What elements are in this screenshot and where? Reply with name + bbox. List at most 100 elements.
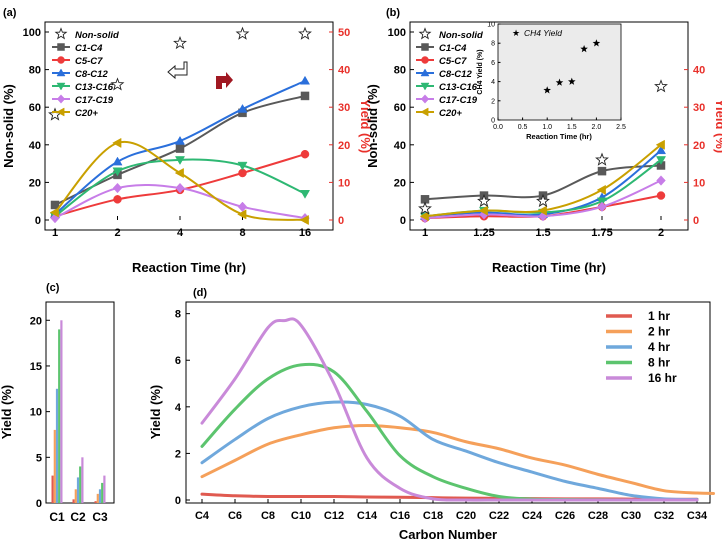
non-solid-star — [595, 152, 609, 166]
data-point-C17-C19 — [597, 201, 607, 213]
legend-star-icon — [54, 27, 68, 40]
panel-a-xlabel: Reaction Time (hr) — [132, 260, 246, 275]
y-tick-label: 0 — [36, 498, 42, 510]
bar-C2-8 hr — [79, 466, 82, 503]
legend-label: 4 hr — [648, 340, 670, 354]
legend-marker — [421, 43, 429, 51]
legend-marker — [420, 94, 430, 104]
legend-marker — [56, 68, 66, 77]
panel-a-label: (a) — [3, 7, 17, 19]
panel-a-ylabel-left: Non-solid (%) — [1, 84, 16, 168]
x-tick-label: C24 — [522, 510, 543, 522]
non-solid-star — [48, 107, 62, 121]
panel-a-ylabel-right: Yield (%) — [358, 99, 373, 153]
x-tick-label: C18 — [423, 510, 443, 522]
x-tick-label: C32 — [654, 510, 674, 522]
x-tick-label: C22 — [489, 510, 509, 522]
right-tick-label: 20 — [693, 140, 705, 152]
inset-x-tick-label: 2.0 — [592, 124, 602, 131]
panel-b-xlabel: Reaction Time (hr) — [492, 260, 606, 275]
data-point-C8-C12 — [655, 145, 667, 155]
data-point-C1-C4 — [175, 144, 185, 153]
y-tick-label: 15 — [30, 361, 42, 373]
legend-marker — [420, 68, 430, 77]
right-tick-label: 40 — [693, 65, 705, 77]
panel-a-series — [49, 75, 311, 226]
data-point-C8-C12 — [174, 135, 186, 145]
data-point-C20+ — [112, 137, 122, 148]
inset-data-point — [592, 39, 601, 47]
inset-y-ticks: 0 2 4 6 8 10 — [487, 22, 501, 125]
panel-b-right-ticks: 0 10 20 30 40 — [684, 65, 705, 227]
legend-star-icon — [418, 27, 432, 40]
inset-x-tick-label: 0.5 — [518, 124, 528, 131]
data-point-C13-C16 — [299, 190, 311, 199]
right-arrow-icon — [216, 72, 233, 89]
right-tick-label: 10 — [693, 177, 705, 189]
inset-legend-marker-icon: ★ — [512, 28, 520, 38]
bar-C3-16 hr — [103, 475, 106, 503]
x-tick-label: C30 — [621, 510, 641, 522]
panel-d-x-ticks: C4 C6 C8 C10 C12 C14 C16 C18 C20 C22 C24 C26 C28 C30 C… — [195, 499, 708, 522]
x-tick-label: C2 — [70, 510, 86, 524]
x-tick-label: C3 — [92, 510, 108, 524]
legend-marker — [56, 94, 66, 104]
series-curve-4 hr — [200, 400, 699, 502]
x-tick-label: C8 — [261, 510, 275, 522]
y-tick-label: 2 — [175, 448, 181, 460]
panel-b: (b) Reaction Time (hr) Non-solid (%) Yie… — [365, 7, 722, 275]
panel-b-inset: 0.0 0.5 1.0 1.5 2.0 2.5 0 2 4 6 8 10 ★ CH4 Yield R… — [477, 22, 626, 142]
x-tick-label: C28 — [588, 510, 608, 522]
inset-xlabel: Reaction Time (hr) — [526, 132, 592, 141]
legend-label: C13-C16 — [75, 82, 114, 93]
right-tick-label: 50 — [338, 27, 350, 39]
x-tick-label: 2 — [114, 227, 120, 239]
data-point-C13-C16 — [112, 167, 123, 177]
data-point-C5-C7 — [300, 149, 310, 159]
right-tick-label: 30 — [693, 102, 705, 114]
left-tick-label: 60 — [394, 102, 406, 114]
y-tick-label: 4 — [175, 402, 182, 414]
left-tick-label: 40 — [394, 140, 406, 152]
data-point-C20+ — [537, 205, 547, 216]
data-point-C20+ — [49, 207, 59, 218]
bar-C3-2 hr — [96, 493, 99, 503]
legend-label: C17-C19 — [439, 95, 478, 106]
inset-data-point — [555, 78, 564, 86]
left-tick-label: 80 — [394, 65, 406, 77]
legend-marker — [420, 107, 429, 117]
inset-y-tick-label: 2 — [491, 98, 495, 105]
data-point-C8-C12 — [299, 75, 311, 85]
non-solid-star — [536, 193, 550, 208]
bar-C3-1 hr — [94, 501, 97, 503]
data-point-C1-C4 — [300, 91, 310, 101]
data-point-C13-C16 — [655, 156, 667, 165]
inset-x-tick-label: 0.0 — [493, 124, 503, 131]
non-solid-star — [173, 35, 187, 50]
data-point-C8-C12 — [237, 103, 248, 113]
data-point-C20+ — [419, 211, 429, 222]
legend-label: C17-C19 — [75, 95, 114, 106]
y-tick-label: 8 — [175, 309, 181, 321]
bar-C1-8 hr — [58, 329, 61, 503]
inset-frame — [497, 23, 622, 121]
panel-b-legend: Non-solidC1-C4C5-C7C8-C12C13-C16C17-C19C… — [416, 27, 483, 119]
panel-b-ylabel-right: Yield (%) — [713, 99, 722, 153]
x-tick-label: C12 — [324, 510, 344, 522]
bar-C2-16 hr — [81, 457, 84, 503]
panel-c-label: (c) — [46, 282, 60, 294]
legend-marker — [420, 82, 430, 91]
left-tick-label: 80 — [29, 65, 41, 77]
data-point-C13-C16 — [174, 156, 186, 165]
legend-label: C1-C4 — [75, 43, 103, 54]
non-solid-star — [418, 201, 432, 215]
panel-a-legend: Non-solid C1-C4 C5-C7 C8-C12 C13-C16 C17-C19 C… — [52, 27, 119, 119]
x-tick-label: C14 — [357, 510, 378, 522]
non-solid-star — [298, 26, 312, 40]
legend-label: C8-C12 — [439, 69, 472, 80]
inset-data-point — [580, 44, 588, 53]
x-tick-label: 16 — [299, 227, 311, 239]
legend-label: 8 hr — [648, 356, 670, 370]
